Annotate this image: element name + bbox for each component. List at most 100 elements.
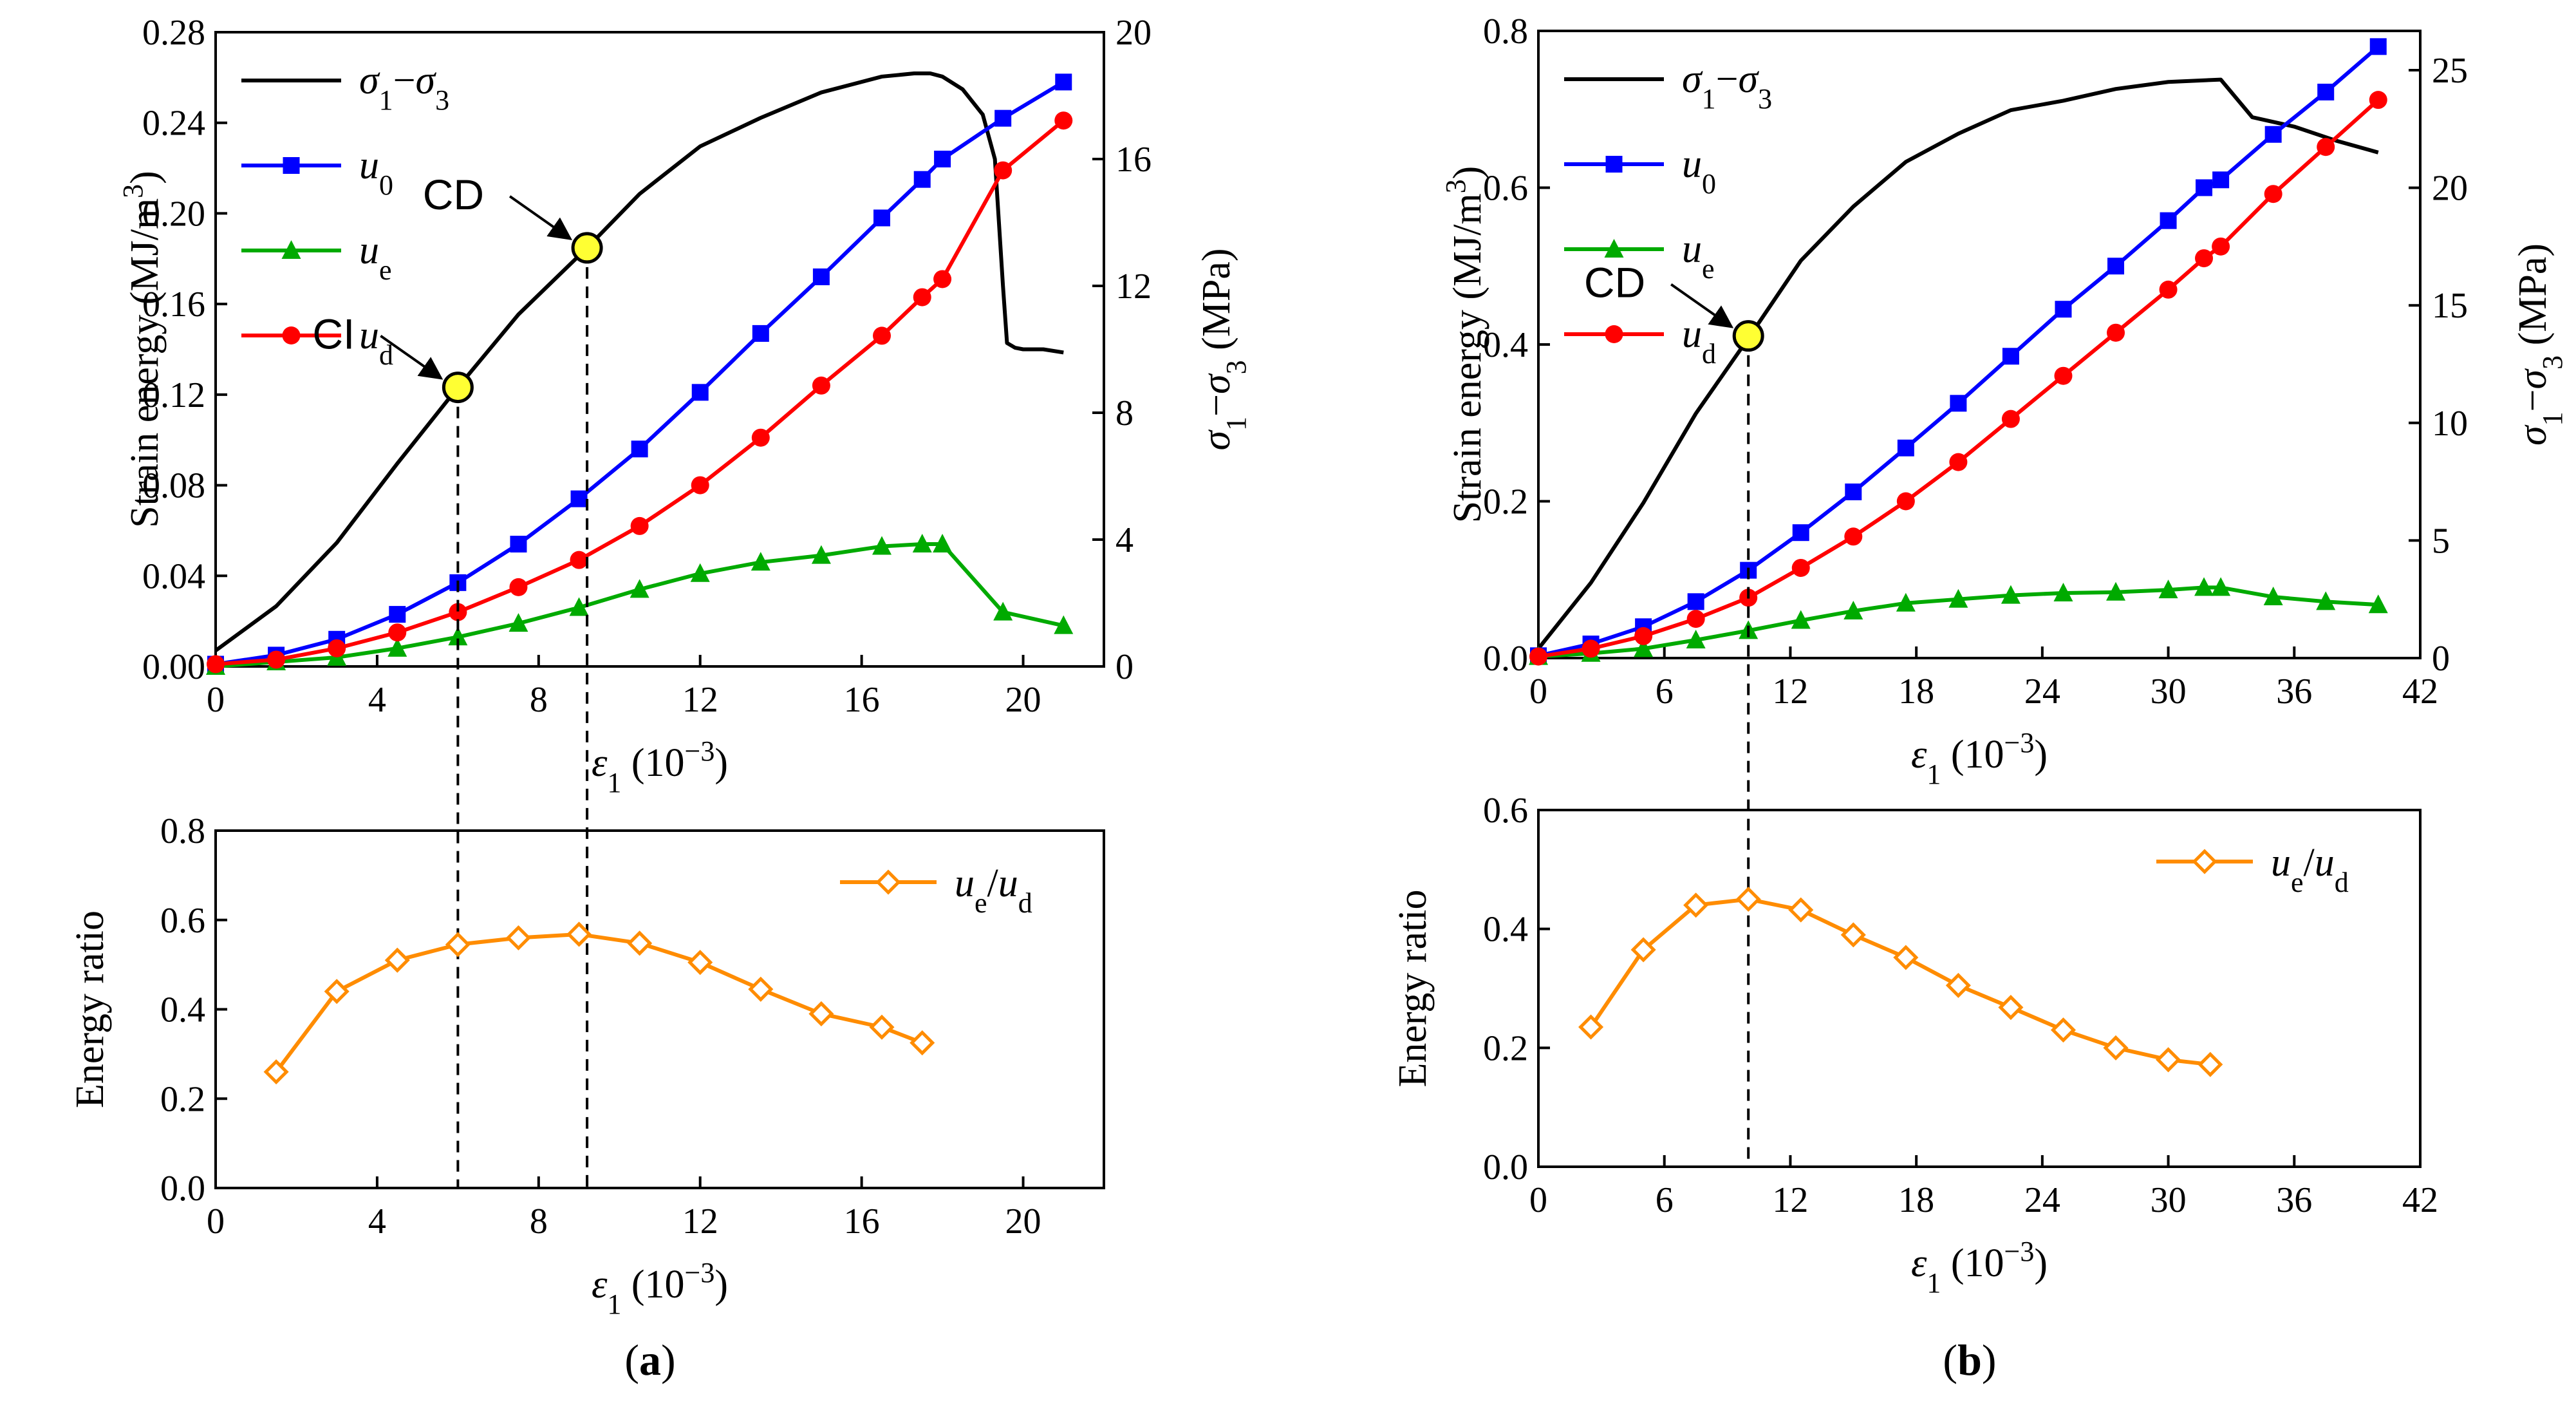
x-tick-label: 24 — [2024, 1180, 2060, 1220]
legend: ue/ud — [840, 862, 1032, 919]
data-point — [324, 979, 350, 1004]
data-point — [2001, 410, 2020, 428]
series-line — [1536, 77, 2379, 650]
data-point — [2369, 38, 2387, 55]
series-line — [214, 71, 1064, 652]
y-tick-label: 0.2 — [160, 1079, 205, 1119]
y-tick-label: 0.0 — [1483, 639, 1528, 679]
data-point — [933, 270, 952, 288]
x-tick-label: 12 — [682, 1202, 718, 1241]
annotation-arrow — [380, 334, 443, 380]
chart-b_bottom: 0 6 12 18 24 30 36 42 0.0 0.2 0.4 0.6 ε1 (10−3) Energ… — [1391, 791, 2438, 1299]
series-σ1−σ3 — [214, 71, 1064, 652]
data-point — [1998, 995, 2024, 1021]
data-point — [812, 376, 830, 395]
chart-a_top: 0 4 8 12 16 200.000.040.080.120.160.200.240.2… — [117, 13, 1252, 1188]
data-point — [912, 534, 932, 553]
annotation-label: CI — [312, 310, 355, 358]
legend-label: ud — [1682, 312, 1716, 370]
legend-marker — [282, 326, 301, 344]
data-point — [1792, 524, 1809, 542]
data-point — [1949, 453, 1968, 471]
legend-marker — [1604, 239, 1624, 258]
data-point — [1845, 483, 1862, 500]
x-axis-label: ε1 (10−3) — [1911, 727, 2048, 790]
y-axis-label: Energy ratio — [68, 910, 112, 1108]
x-tick-label: 12 — [1772, 1180, 1808, 1220]
x-tick-label: 36 — [2276, 672, 2312, 712]
annotation-arrow — [509, 195, 573, 240]
data-point — [2156, 1047, 2181, 1073]
y-tick-label: 0.2 — [1483, 1028, 1528, 1068]
x-tick-label: 18 — [1898, 672, 1934, 712]
data-point — [2106, 581, 2126, 601]
y-tick-label: 0.6 — [1483, 169, 1528, 209]
data-point — [1735, 886, 1761, 912]
series-ue — [206, 534, 1074, 675]
data-point — [1634, 638, 1654, 657]
data-point — [1893, 945, 1919, 970]
y-right-tick-label: 8 — [1115, 393, 1134, 433]
data-point — [748, 976, 774, 1002]
data-point — [2054, 366, 2073, 385]
y-tick-label: 0.2 — [1483, 482, 1528, 522]
annotation-CD: CD — [423, 171, 603, 1188]
data-point — [691, 384, 709, 401]
data-point — [687, 950, 713, 976]
legend-label: u0 — [1682, 142, 1716, 200]
data-point — [387, 637, 407, 657]
data-point — [267, 650, 286, 669]
data-point — [872, 536, 891, 555]
x-tick-label: 20 — [1005, 1202, 1041, 1241]
x-tick-label: 0 — [207, 680, 225, 720]
series-line — [1538, 585, 2378, 659]
data-point — [2195, 249, 2214, 268]
data-point — [869, 1014, 895, 1040]
data-point — [994, 109, 1012, 127]
data-point — [913, 171, 931, 188]
data-point — [1686, 610, 1705, 628]
data-point — [505, 925, 531, 951]
data-point — [2317, 138, 2335, 156]
y-right-tick-label: 0 — [2432, 639, 2450, 679]
x-tick-label: 4 — [368, 1202, 386, 1241]
series-line — [215, 542, 1064, 668]
x-tick-label: 6 — [1656, 672, 1674, 712]
x-tick-label: 42 — [2402, 1180, 2438, 1220]
y-tick-label: 0.6 — [160, 901, 205, 941]
series-ue/ud — [263, 921, 935, 1085]
data-point — [2196, 179, 2213, 196]
data-point — [811, 545, 831, 564]
annotation-label: CD — [1584, 259, 1645, 306]
series-line — [215, 118, 1065, 666]
data-point — [2159, 280, 2178, 299]
data-point — [1791, 610, 1811, 629]
data-point — [2212, 237, 2230, 256]
data-point — [1686, 629, 1706, 648]
chart-a_bottom: 0 4 8 12 16 20 0.0 0.2 0.4 0.6 0.8 ε1 (10−3) Energy … — [68, 811, 1105, 1320]
data-point — [1634, 627, 1653, 645]
y-axis-left-label: Strain energy (MJ/m3) — [1440, 166, 1490, 523]
series-line — [274, 932, 923, 1073]
y-right-tick-label: 16 — [1115, 140, 1152, 180]
data-point — [566, 921, 592, 947]
data-point — [570, 551, 588, 569]
axes-frame — [214, 31, 1105, 668]
legend-marker — [281, 240, 301, 259]
x-tick-label: 18 — [1898, 1180, 1934, 1220]
data-point — [1950, 395, 1967, 412]
axes-frame — [1537, 809, 2422, 1168]
data-point — [2316, 591, 2336, 610]
y-tick-label: 0.8 — [160, 811, 205, 851]
data-point — [384, 947, 410, 973]
data-point — [873, 326, 891, 345]
legend-label: ue/ud — [955, 862, 1032, 919]
data-point — [1897, 439, 1914, 457]
y-axis-right-label: σ1−σ3 (MPa) — [2511, 243, 2568, 446]
data-point — [993, 601, 1013, 621]
data-point — [2050, 1017, 2077, 1043]
x-axis-label: ε1 (10−3) — [1911, 1236, 2048, 1299]
data-point — [2055, 301, 2072, 318]
y-right-tick-label: 20 — [1115, 13, 1152, 53]
data-point — [509, 578, 528, 596]
